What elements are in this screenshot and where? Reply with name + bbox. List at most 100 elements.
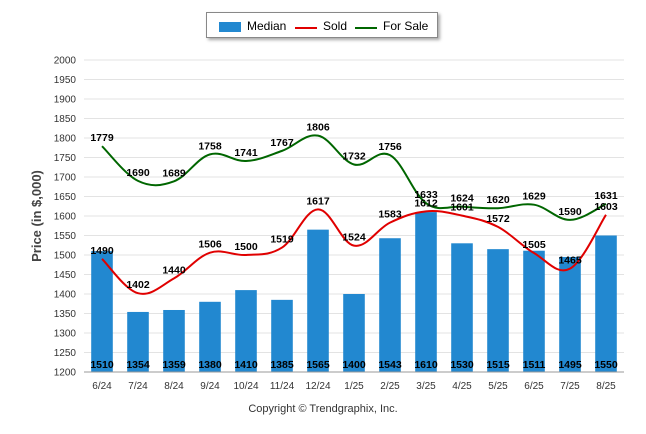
y-tick-label: 1300 (54, 329, 77, 340)
median-bar (379, 238, 401, 372)
y-tick-label: 1600 (54, 212, 77, 223)
sold-value-label: 1500 (234, 241, 258, 253)
x-tick-label: 12/24 (305, 381, 330, 392)
median-value-label: 1354 (126, 359, 150, 371)
gridlines (84, 59, 624, 373)
x-tick-label: 6/25 (524, 381, 544, 392)
y-tick-label: 1850 (54, 114, 77, 125)
for-sale-value-label: 1756 (378, 141, 402, 153)
x-tick-label: 3/25 (416, 381, 436, 392)
x-tick-label: 5/25 (488, 381, 508, 392)
for-sale-value-label: 1590 (558, 206, 582, 218)
sold-value-label: 1519 (270, 234, 294, 246)
median-bar (523, 250, 545, 372)
y-tick-label: 1700 (54, 173, 77, 184)
median-bar (163, 309, 185, 372)
legend-swatch-for-sale (355, 27, 377, 29)
y-tick-label: 1950 (54, 75, 77, 86)
trend-lines (101, 134, 607, 295)
median-value-label: 1495 (558, 359, 582, 371)
median-value-label: 1530 (450, 359, 474, 371)
x-tick-label: 8/25 (596, 381, 616, 392)
for-sale-value-label: 1741 (234, 147, 258, 159)
y-tick-label: 1900 (54, 95, 77, 106)
y-tick-label: 1400 (54, 290, 77, 301)
median-bar (271, 299, 293, 372)
sold-value-label: 1506 (198, 239, 222, 251)
y-axis-title: Price (in $,000) (29, 170, 44, 262)
x-tick-label: 2/25 (380, 381, 400, 392)
x-tick-label: 9/24 (200, 381, 220, 392)
x-tick-label: 1/25 (344, 381, 364, 392)
sold-value-label: 1402 (126, 279, 150, 291)
copyright-footer: Copyright © Trendgraphix, Inc. (248, 403, 398, 415)
median-value-label: 1385 (270, 359, 294, 371)
median-bar (595, 235, 617, 372)
y-tick-label: 1550 (54, 231, 77, 242)
median-bars (91, 212, 617, 372)
x-tick-label: 4/25 (452, 381, 472, 392)
legend-swatch-sold (295, 27, 317, 29)
median-value-label: 1543 (378, 359, 402, 371)
y-tick-label: 1350 (54, 309, 77, 320)
for-sale-value-label: 1689 (162, 167, 186, 179)
axes: 1200 1250 1300 1350 1400 1450 1500 1550 1600 1650… (29, 56, 624, 392)
sold-value-label: 1465 (558, 255, 582, 267)
x-tick-label: 7/25 (560, 381, 580, 392)
sold-value-label: 1617 (306, 195, 330, 207)
median-bar (415, 212, 437, 372)
y-tick-label: 1450 (54, 270, 77, 281)
median-bar (127, 311, 149, 372)
median-value-label: 1510 (90, 359, 114, 371)
y-tick-label: 1250 (54, 348, 77, 359)
for-sale-value-label: 1620 (486, 194, 510, 206)
median-value-label: 1511 (523, 359, 546, 371)
median-bar (451, 243, 473, 372)
median-bar (559, 256, 581, 372)
for-sale-line (101, 134, 607, 221)
legend-label-for-sale: For Sale (383, 19, 429, 33)
sold-value-label: 1440 (162, 264, 186, 276)
median-value-label: 1550 (594, 359, 618, 371)
for-sale-value-label: 1732 (342, 151, 366, 163)
legend-swatch-median (219, 22, 241, 32)
median-bar (307, 229, 329, 372)
for-sale-value-label: 1624 (450, 193, 474, 205)
for-sale-value-label: 1629 (522, 191, 546, 203)
y-tick-label: 1200 (54, 368, 77, 379)
median-bar (235, 290, 257, 372)
for-sale-value-label: 1633 (414, 189, 438, 201)
median-bar (91, 251, 113, 372)
legend-label-sold: Sold (323, 19, 348, 33)
median-value-label: 1410 (234, 359, 258, 371)
median-value-label: 1610 (414, 359, 438, 371)
sold-value-label: 1524 (342, 232, 366, 244)
y-tick-label: 2000 (54, 56, 77, 67)
median-bar (487, 249, 509, 372)
y-tick-label: 1750 (54, 153, 77, 164)
for-sale-value-label: 1758 (198, 140, 222, 152)
y-tick-label: 1800 (54, 134, 77, 145)
median-value-label: 1565 (306, 359, 330, 371)
data-labels: 1510 1354 1359 1380 1410 1385 1565 1400 1543 1610… (90, 122, 618, 371)
legend: Median Sold For Sale (206, 12, 438, 38)
for-sale-value-label: 1779 (90, 132, 114, 144)
sold-value-label: 1505 (522, 239, 546, 251)
for-sale-value-label: 1631 (594, 190, 618, 202)
x-tick-label: 6/24 (92, 381, 112, 392)
sold-value-label: 1601 (450, 202, 474, 214)
sold-value-label: 1583 (378, 209, 402, 221)
x-tick-label: 7/24 (128, 381, 148, 392)
y-tick-label: 1650 (54, 192, 77, 203)
x-tick-label: 8/24 (164, 381, 184, 392)
median-value-label: 1359 (162, 359, 186, 371)
sold-value-label: 1603 (594, 201, 618, 213)
x-tick-label: 10/24 (233, 381, 258, 392)
median-bar (343, 294, 365, 372)
legend-label-median: Median (247, 19, 287, 33)
y-tick-label: 1500 (54, 251, 77, 262)
for-sale-value-label: 1767 (270, 137, 294, 149)
for-sale-value-label: 1690 (126, 167, 150, 179)
x-tick-label: 11/24 (270, 381, 295, 392)
